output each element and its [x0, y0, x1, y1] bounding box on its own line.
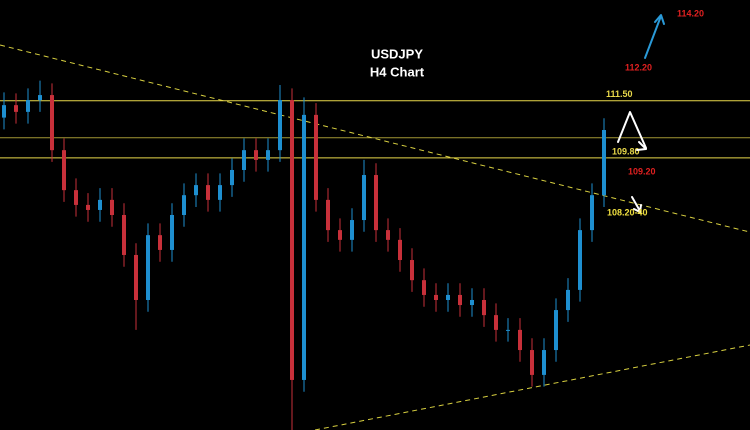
candle-body — [146, 235, 150, 300]
trendline — [0, 44, 750, 233]
candle-body — [458, 294, 462, 306]
candle-body — [602, 130, 606, 196]
chart-subtitle: H4 Chart — [370, 64, 425, 79]
candle-body — [182, 195, 186, 215]
candle-body — [134, 254, 138, 300]
candle-body — [170, 215, 174, 250]
target-arrow — [644, 15, 662, 59]
level-label: 111.50 — [606, 89, 633, 99]
candle-body — [578, 230, 582, 290]
candle-body — [482, 299, 486, 316]
candle-body — [74, 190, 78, 205]
candle-body — [506, 329, 510, 331]
annotation: 108.20-40 — [607, 207, 648, 217]
trendlines — [0, 44, 750, 430]
candle-body — [14, 105, 18, 112]
candle-body — [434, 294, 438, 300]
candle-body — [410, 260, 414, 281]
candle-body — [206, 185, 210, 200]
small-arrow — [631, 196, 641, 212]
candle-body — [242, 150, 246, 170]
candle-body — [470, 299, 474, 306]
candle-body — [542, 350, 546, 375]
candle-body — [266, 150, 270, 160]
arrow-head — [654, 14, 665, 25]
candle-body — [554, 310, 558, 351]
candle-body — [518, 329, 522, 351]
candle-body — [530, 350, 534, 375]
candle-body — [98, 199, 102, 210]
candle-body — [50, 95, 54, 151]
levels: 111.50 109.80 — [0, 89, 750, 159]
candle-body — [422, 280, 426, 295]
candle-body — [2, 105, 6, 118]
level-label: 109.80 — [612, 146, 640, 156]
candle-body — [290, 100, 294, 380]
candle-body — [218, 185, 222, 200]
candle-body — [494, 315, 498, 330]
candle-body — [386, 230, 390, 240]
candle-body — [350, 220, 354, 240]
candle-body — [62, 150, 66, 191]
chart-title: USDJPY — [371, 46, 423, 61]
candle-body — [326, 199, 330, 231]
zigzag-arrow — [617, 111, 647, 149]
annotation: 109.20 — [628, 166, 656, 176]
annotation: 114.20 — [677, 8, 704, 18]
arrow-head — [633, 204, 642, 213]
candle-body — [38, 95, 42, 101]
arrow-head — [636, 141, 647, 151]
annotation: 112.20 — [625, 62, 652, 72]
candle-body — [122, 215, 126, 255]
candles — [2, 80, 606, 430]
arrows — [617, 14, 665, 213]
candle-body — [590, 195, 594, 231]
candle-body — [230, 169, 234, 186]
candle-body — [362, 175, 366, 221]
candle-body — [314, 114, 318, 200]
candle-body — [278, 100, 282, 151]
candle-body — [86, 204, 90, 210]
candle-body — [302, 114, 306, 380]
candle-body — [446, 294, 450, 300]
trendline — [314, 344, 750, 430]
candle-body — [398, 239, 402, 261]
candle-body — [26, 100, 30, 112]
candle-body — [566, 289, 570, 311]
candle-body — [374, 175, 378, 231]
candle-body — [110, 199, 114, 215]
candle-body — [158, 235, 162, 250]
candle-body — [254, 150, 258, 160]
candle-body — [338, 230, 342, 240]
candle-body — [194, 185, 198, 196]
